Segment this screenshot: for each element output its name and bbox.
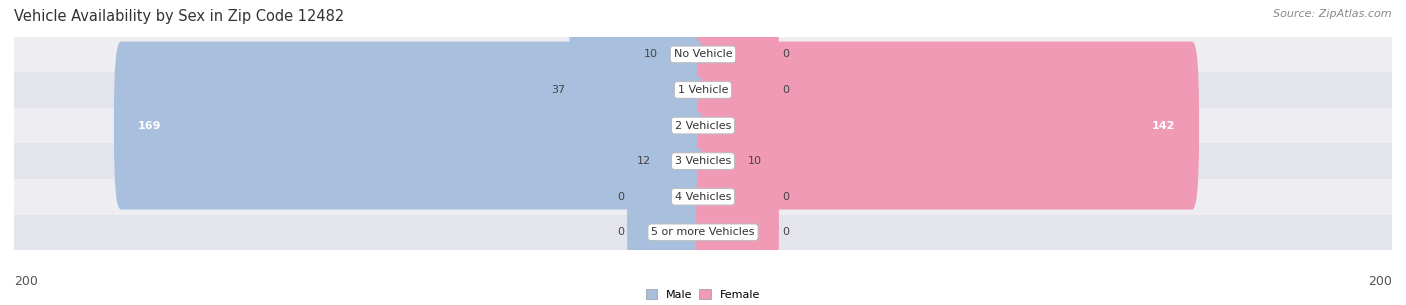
Text: 0: 0 <box>782 192 789 202</box>
Text: 37: 37 <box>551 85 565 95</box>
Text: 3 Vehicles: 3 Vehicles <box>675 156 731 166</box>
FancyBboxPatch shape <box>627 113 710 281</box>
FancyBboxPatch shape <box>696 6 779 174</box>
Text: 2 Vehicles: 2 Vehicles <box>675 120 731 131</box>
FancyBboxPatch shape <box>627 148 710 305</box>
Text: 169: 169 <box>138 120 162 131</box>
Text: 5 or more Vehicles: 5 or more Vehicles <box>651 227 755 237</box>
Text: 200: 200 <box>14 275 38 288</box>
FancyBboxPatch shape <box>568 6 710 174</box>
FancyBboxPatch shape <box>114 41 710 210</box>
Bar <box>14 143 1392 179</box>
Text: 0: 0 <box>782 227 789 237</box>
Text: No Vehicle: No Vehicle <box>673 49 733 59</box>
Text: Vehicle Availability by Sex in Zip Code 12482: Vehicle Availability by Sex in Zip Code … <box>14 9 344 24</box>
Text: 12: 12 <box>637 156 651 166</box>
Legend: Male, Female: Male, Female <box>641 285 765 304</box>
Text: 1 Vehicle: 1 Vehicle <box>678 85 728 95</box>
FancyBboxPatch shape <box>655 77 710 245</box>
Text: 200: 200 <box>1368 275 1392 288</box>
FancyBboxPatch shape <box>696 113 779 281</box>
FancyBboxPatch shape <box>696 148 779 305</box>
Text: Source: ZipAtlas.com: Source: ZipAtlas.com <box>1274 9 1392 19</box>
Bar <box>14 37 1392 72</box>
Bar <box>14 179 1392 214</box>
Bar <box>14 108 1392 143</box>
Bar <box>14 72 1392 108</box>
FancyBboxPatch shape <box>696 0 779 138</box>
Text: 0: 0 <box>617 192 624 202</box>
FancyBboxPatch shape <box>662 0 710 138</box>
Text: 0: 0 <box>782 49 789 59</box>
Text: 0: 0 <box>617 227 624 237</box>
Text: 0: 0 <box>782 85 789 95</box>
Text: 4 Vehicles: 4 Vehicles <box>675 192 731 202</box>
Text: 10: 10 <box>644 49 658 59</box>
Text: 142: 142 <box>1152 120 1175 131</box>
FancyBboxPatch shape <box>696 41 1199 210</box>
FancyBboxPatch shape <box>696 77 744 245</box>
Bar <box>14 214 1392 250</box>
Text: 10: 10 <box>748 156 762 166</box>
